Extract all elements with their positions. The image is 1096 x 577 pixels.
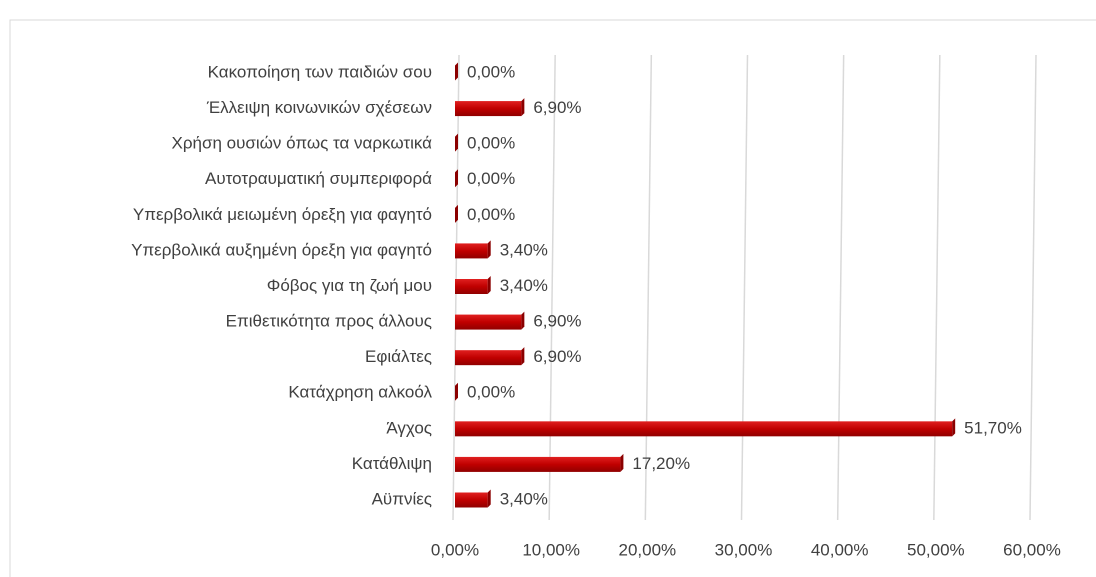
bar-side <box>455 62 458 81</box>
value-label: 6,90% <box>533 98 581 117</box>
x-tick-label: 60,00% <box>1003 540 1061 559</box>
bar <box>455 314 522 330</box>
bar-side <box>487 489 491 508</box>
bar-side <box>620 453 624 472</box>
grid-line <box>740 54 749 521</box>
value-label: 3,40% <box>500 489 548 508</box>
bar <box>455 421 953 437</box>
bar-side <box>521 98 525 117</box>
x-tick-label: 30,00% <box>715 540 773 559</box>
bar <box>455 492 488 508</box>
value-label: 0,00% <box>467 62 515 81</box>
x-tick-label: 20,00% <box>618 540 676 559</box>
bar <box>455 279 488 294</box>
y-tick-label: Κατάχρηση αλκοόλ <box>288 383 432 402</box>
chart-border <box>9 19 1096 577</box>
y-tick-label: Αϋπνίες <box>372 489 432 508</box>
grid-line <box>1029 54 1037 521</box>
y-tick-label: Χρήση ουσιών όπως τα ναρκωτικά <box>171 134 432 153</box>
bar <box>455 243 488 259</box>
bar-side <box>455 169 458 188</box>
x-tick-label: 40,00% <box>811 540 869 559</box>
y-tick-label: Αυτοτραυματική συμπεριφορά <box>205 169 432 188</box>
y-tick-label: Κατάθλιψη <box>352 454 432 473</box>
y-tick-label: Κακοποίηση των παιδιών σου <box>208 62 432 81</box>
y-tick-label: Υπερβολικά αυξημένη όρεξη για φαγητό <box>131 240 432 259</box>
bar <box>455 350 522 366</box>
grid-line <box>644 54 653 521</box>
x-tick-label: 0,00% <box>431 540 479 559</box>
y-tick-label: Άγχος <box>386 418 432 437</box>
y-tick-label: Έλλειψη κοινωνικών σχέσεων <box>206 98 432 117</box>
value-label: 0,00% <box>467 205 515 224</box>
value-label: 3,40% <box>500 240 548 259</box>
bar-side <box>455 133 458 152</box>
y-tick-label: Φόβος για τη ζωή μου <box>267 276 432 295</box>
value-label: 17,20% <box>632 454 690 473</box>
value-label: 0,00% <box>467 169 515 188</box>
value-label: 6,90% <box>533 312 581 331</box>
grid-line <box>836 54 845 521</box>
x-tick-label: 50,00% <box>907 540 965 559</box>
y-tick-label: Υπερβολικά μειωμένη όρεξη για φαγητό <box>133 205 432 224</box>
value-label: 0,00% <box>467 134 515 153</box>
grid-line <box>548 54 556 521</box>
bar-side <box>521 347 525 366</box>
bar <box>455 456 621 472</box>
grid-line <box>933 54 941 521</box>
bar-side <box>521 311 525 330</box>
y-tick-label: Επιθετικότητα προς άλλους <box>226 312 432 331</box>
bar-side <box>455 382 458 401</box>
bar <box>455 101 522 117</box>
bar-side <box>487 240 491 259</box>
value-label: 51,70% <box>964 418 1022 437</box>
bar-side <box>487 276 491 294</box>
x-tick-label: 10,00% <box>522 540 580 559</box>
value-label: 0,00% <box>467 383 515 402</box>
value-label: 6,90% <box>533 347 581 366</box>
value-label: 3,40% <box>500 276 548 295</box>
bar-side <box>952 418 956 437</box>
bar-side <box>455 204 458 223</box>
y-tick-label: Εφιάλτες <box>365 347 432 366</box>
